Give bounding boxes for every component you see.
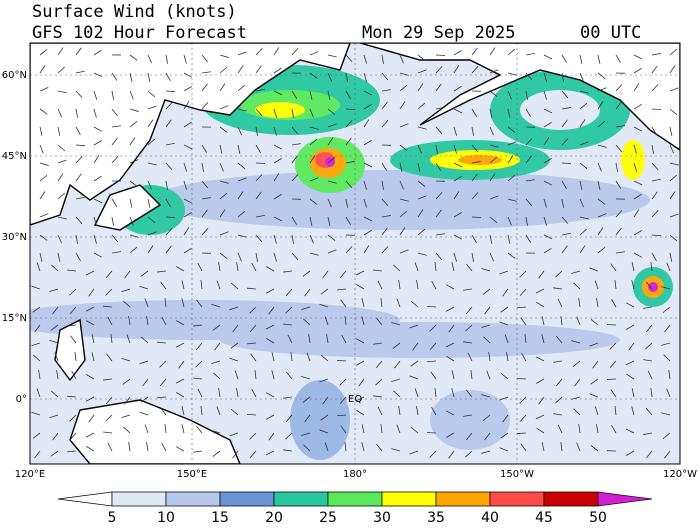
colorbar-label: 35 bbox=[427, 510, 445, 525]
colorbar-segment bbox=[112, 492, 166, 506]
colorbar-segment bbox=[544, 492, 598, 506]
wind-barb bbox=[607, 379, 616, 380]
colorbar-label: 50 bbox=[589, 510, 607, 525]
title: Surface Wind (knots) bbox=[32, 2, 237, 22]
lon-label: 120°E bbox=[15, 469, 45, 480]
lon-label: 180° bbox=[343, 469, 367, 480]
colorbar-segment bbox=[274, 492, 328, 506]
map: EQ bbox=[0, 43, 680, 464]
lat-labels: 60°N 45°N 30°N 15°N 0° bbox=[2, 70, 27, 405]
time: 00 UTC bbox=[580, 23, 641, 43]
colorbar-label: 15 bbox=[211, 510, 229, 525]
lon-label: 150°E bbox=[177, 469, 207, 480]
colorbar: 5 10 15 20 25 30 35 40 45 50 bbox=[58, 492, 652, 525]
colorbar-label: 20 bbox=[265, 510, 283, 525]
lon-label: 150°W bbox=[500, 469, 534, 480]
lat-label: 45°N bbox=[2, 151, 27, 162]
colorbar-label: 25 bbox=[319, 510, 337, 525]
lat-label: 60°N bbox=[2, 70, 27, 81]
colorbar-segment bbox=[382, 492, 436, 506]
colorbar-label: 45 bbox=[535, 510, 553, 525]
colorbar-label: 10 bbox=[157, 510, 175, 525]
colorbar-segment bbox=[436, 492, 490, 506]
colorbar-segment bbox=[58, 492, 112, 506]
colorbar-label: 5 bbox=[108, 510, 117, 525]
colorbar-segment bbox=[490, 492, 544, 506]
colorbar-segment bbox=[598, 492, 652, 506]
date: Mon 29 Sep 2025 bbox=[362, 23, 516, 43]
subtitle: GFS 102 Hour Forecast bbox=[32, 23, 247, 43]
colorbar-segment bbox=[166, 492, 220, 506]
lat-label: 30°N bbox=[2, 232, 27, 243]
colorbar-segment bbox=[220, 492, 274, 506]
colorbar-label: 40 bbox=[481, 510, 499, 525]
wind-barb bbox=[517, 433, 526, 434]
equator-label: EQ bbox=[348, 394, 362, 405]
lon-labels: 120°E 150°E 180° 150°W 120°W bbox=[15, 469, 697, 480]
lat-label: 15°N bbox=[2, 313, 27, 324]
colorbar-segment bbox=[328, 492, 382, 506]
lat-label: 0° bbox=[16, 394, 27, 405]
lon-label: 120°W bbox=[663, 469, 697, 480]
colorbar-label: 30 bbox=[373, 510, 391, 525]
